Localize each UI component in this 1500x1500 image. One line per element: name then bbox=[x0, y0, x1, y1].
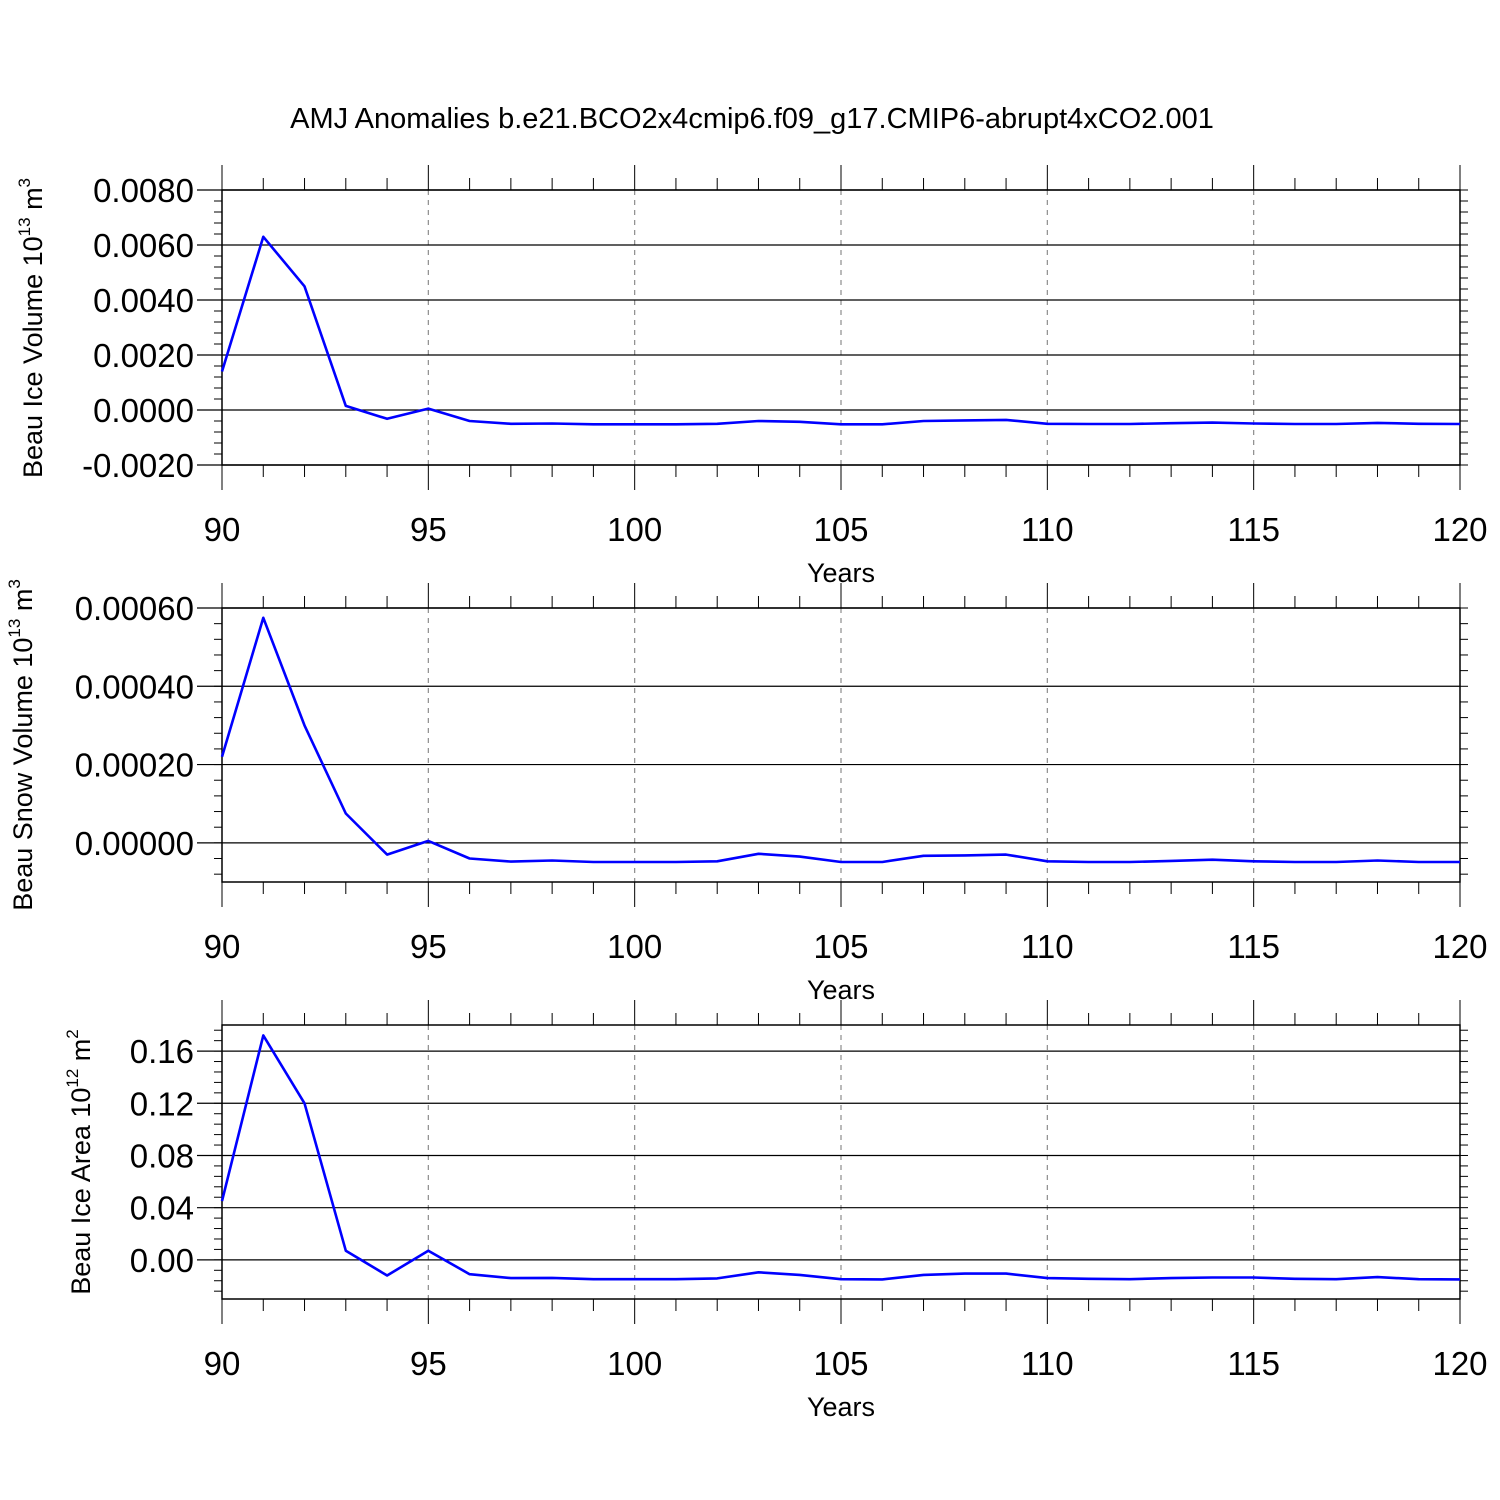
y-axis-label: Beau Ice Volume 1013 m3 bbox=[15, 178, 48, 478]
x-tick-label: 100 bbox=[607, 1345, 662, 1382]
x-tick-label: 110 bbox=[1021, 1345, 1074, 1382]
panel-2: 0.00000 0.00020 0.00040 0.00060 90 95 100 105 11… bbox=[5, 579, 1488, 1005]
x-tick-label: 95 bbox=[410, 511, 447, 548]
x-tick-label: 120 bbox=[1432, 1345, 1487, 1382]
y-tick-label: 0.00040 bbox=[75, 668, 194, 705]
x-tick-label: 90 bbox=[204, 511, 241, 548]
x-tick-label: 115 bbox=[1227, 511, 1280, 548]
x-tick-label: 115 bbox=[1227, 928, 1280, 965]
x-tick-label: 95 bbox=[410, 1345, 447, 1382]
figure-title: AMJ Anomalies b.e21.BCO2x4cmip6.f09_g17.… bbox=[290, 103, 1214, 135]
y-tick-label: 0.12 bbox=[130, 1085, 194, 1122]
y-tick-label: 0.00060 bbox=[75, 590, 194, 627]
y-tick-label: 0.00020 bbox=[75, 747, 194, 784]
x-tick-label: 100 bbox=[607, 511, 662, 548]
series-line-1 bbox=[220, 235, 1461, 426]
y-tick-label: -0.0020 bbox=[82, 447, 194, 484]
x-tick-label: 90 bbox=[204, 1345, 241, 1382]
x-tick-label: 105 bbox=[813, 1345, 868, 1382]
y-axis-label: Beau Snow Volume 1013 m3 bbox=[5, 579, 38, 911]
y-axis-label: Beau Ice Area 1012 m2 bbox=[63, 1029, 96, 1295]
plot-frame bbox=[221, 1024, 1461, 1300]
x-tick-label: 95 bbox=[410, 928, 447, 965]
panel-1: -0.0020 0.0000 0.0020 0.0040 0.0060 0.0080 90 9… bbox=[15, 165, 1488, 588]
x-tick-label: 120 bbox=[1432, 511, 1487, 548]
x-tick-label: 100 bbox=[607, 928, 662, 965]
y-tick-label: 0.16 bbox=[130, 1033, 194, 1070]
y-tick-label: 0.0040 bbox=[93, 282, 194, 319]
plot-frame bbox=[221, 189, 1461, 466]
x-tick-label: 110 bbox=[1021, 511, 1074, 548]
x-tick-label: 120 bbox=[1432, 928, 1487, 965]
x-tick-label: 105 bbox=[813, 511, 868, 548]
panels: -0.0020 0.0000 0.0020 0.0040 0.0060 0.0080 90 9… bbox=[5, 165, 1488, 1422]
y-tick-label: 0.0080 bbox=[93, 172, 194, 209]
x-tick-label: 90 bbox=[204, 928, 241, 965]
series-line-1 bbox=[220, 1034, 1461, 1281]
x-axis-label: Years bbox=[807, 1392, 875, 1422]
x-tick-label: 110 bbox=[1021, 928, 1074, 965]
y-tick-label: 0.00 bbox=[130, 1242, 194, 1279]
plot-frame bbox=[221, 607, 1461, 883]
x-tick-label: 105 bbox=[813, 928, 868, 965]
panel-3: 0.00 0.04 0.08 0.12 0.16 90 95 100 105 110 115 120 Y… bbox=[63, 1000, 1488, 1422]
y-tick-label: 0.0020 bbox=[93, 337, 194, 374]
y-tick-label: 0.0000 bbox=[93, 392, 194, 429]
y-tick-label: 0.04 bbox=[130, 1190, 194, 1227]
y-tick-label: 0.00000 bbox=[75, 825, 194, 862]
x-tick-label: 115 bbox=[1227, 1345, 1280, 1382]
y-tick-label: 0.08 bbox=[130, 1137, 194, 1174]
series-line-1 bbox=[220, 616, 1460, 864]
y-tick-label: 0.0060 bbox=[93, 227, 194, 264]
